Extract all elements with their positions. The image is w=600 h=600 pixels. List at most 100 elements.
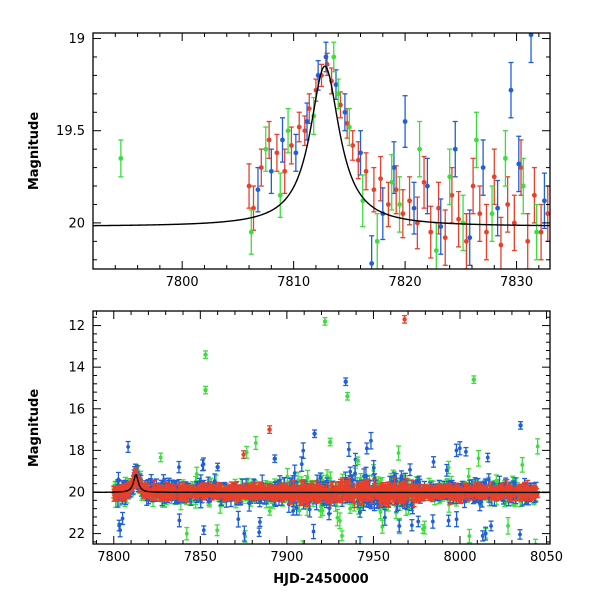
data-point — [244, 445, 250, 459]
data-point — [446, 514, 452, 527]
data-point — [463, 213, 469, 269]
data-point — [280, 488, 286, 501]
data-point — [327, 437, 333, 447]
data-point — [304, 493, 310, 502]
data-point — [241, 525, 247, 542]
data-point — [436, 181, 442, 235]
data-point — [402, 314, 408, 324]
data-point — [538, 203, 544, 261]
data-point — [516, 135, 522, 193]
data-point — [421, 155, 427, 209]
data-point — [446, 460, 452, 475]
data-point — [308, 494, 314, 502]
data-point — [447, 148, 453, 206]
x-tick-label: 7950 — [357, 550, 390, 565]
data-point — [480, 139, 486, 196]
data-point — [194, 466, 200, 482]
data-point — [463, 446, 469, 457]
data-point — [334, 508, 340, 527]
data-point — [347, 503, 353, 515]
data-point — [483, 203, 489, 261]
data-point — [201, 525, 207, 536]
data-point — [267, 506, 273, 516]
data-point — [322, 317, 328, 326]
data-point — [288, 126, 294, 165]
data-point — [337, 512, 343, 530]
data-point — [241, 450, 247, 459]
data-point — [520, 157, 526, 215]
x-tick-label: 7800 — [97, 550, 130, 565]
data-point — [371, 166, 377, 213]
data-point — [477, 185, 483, 242]
data-point — [453, 443, 459, 458]
data-point — [335, 78, 341, 110]
data-point — [272, 454, 278, 464]
data-point — [326, 507, 332, 521]
data-point — [203, 385, 209, 395]
model-curve — [93, 473, 550, 494]
x-tick-label: 8000 — [443, 550, 476, 565]
data-point — [430, 514, 436, 529]
data-point — [252, 485, 258, 492]
data-point — [289, 495, 295, 503]
x-tick-label: 8050 — [530, 550, 563, 565]
data-point — [176, 460, 182, 474]
top-ylabel: Magnitude — [27, 112, 42, 191]
data-point — [398, 481, 404, 490]
data-point — [489, 185, 495, 242]
data-point — [438, 198, 444, 255]
data-point — [428, 205, 434, 259]
y-tick-label: 12 — [68, 319, 85, 334]
data-point — [200, 483, 206, 496]
data-point — [452, 120, 458, 178]
data-point — [125, 440, 131, 453]
data-point — [158, 452, 164, 463]
bottom-ticks: 7800 7850 7900 7950 8000 8050 12 14 16 18 20 22 — [68, 311, 563, 565]
data-point — [518, 421, 524, 430]
y-tick-label: 20 — [68, 216, 85, 231]
data-point — [246, 483, 252, 493]
data-point — [336, 481, 342, 492]
data-point — [311, 523, 317, 540]
data-point — [414, 196, 420, 250]
top-plot-area — [93, 33, 550, 269]
data-point — [274, 133, 280, 172]
data-point — [397, 176, 403, 233]
data-point — [282, 148, 288, 195]
data-point — [279, 117, 285, 163]
data-point — [454, 511, 460, 528]
data-point — [480, 530, 486, 542]
data-point — [431, 456, 437, 468]
data-point — [255, 166, 261, 213]
data-point — [346, 441, 352, 457]
data-point — [363, 152, 369, 191]
data-point — [391, 141, 397, 195]
data-point — [342, 93, 348, 132]
x-tick-label: 7830 — [500, 275, 533, 290]
data-point — [470, 157, 476, 215]
data-point — [457, 441, 463, 456]
data-point — [360, 174, 366, 228]
data-point — [214, 524, 220, 537]
data-point — [407, 463, 413, 477]
y-tick-label: 18 — [68, 444, 85, 459]
top-ticks: 7800 7810 7820 7830 19 19.5 20 — [56, 32, 550, 290]
data-point — [396, 519, 402, 533]
data-point — [488, 520, 494, 532]
data-point — [485, 452, 491, 463]
y-tick-label: 19.5 — [56, 124, 85, 139]
top-panel: 7800 7810 7820 7830 19 19.5 20 Magnitude — [27, 32, 551, 290]
data-point — [338, 496, 344, 504]
y-tick-label: 20 — [68, 485, 85, 500]
data-point — [467, 209, 473, 266]
data-point — [473, 111, 479, 169]
data-point — [409, 519, 415, 532]
data-point — [502, 130, 508, 187]
data-point — [215, 462, 221, 472]
data-point — [120, 511, 126, 526]
data-point — [296, 111, 302, 143]
data-point — [312, 429, 318, 439]
data-point — [374, 213, 380, 269]
data-point — [519, 456, 525, 473]
data-point — [299, 456, 305, 472]
